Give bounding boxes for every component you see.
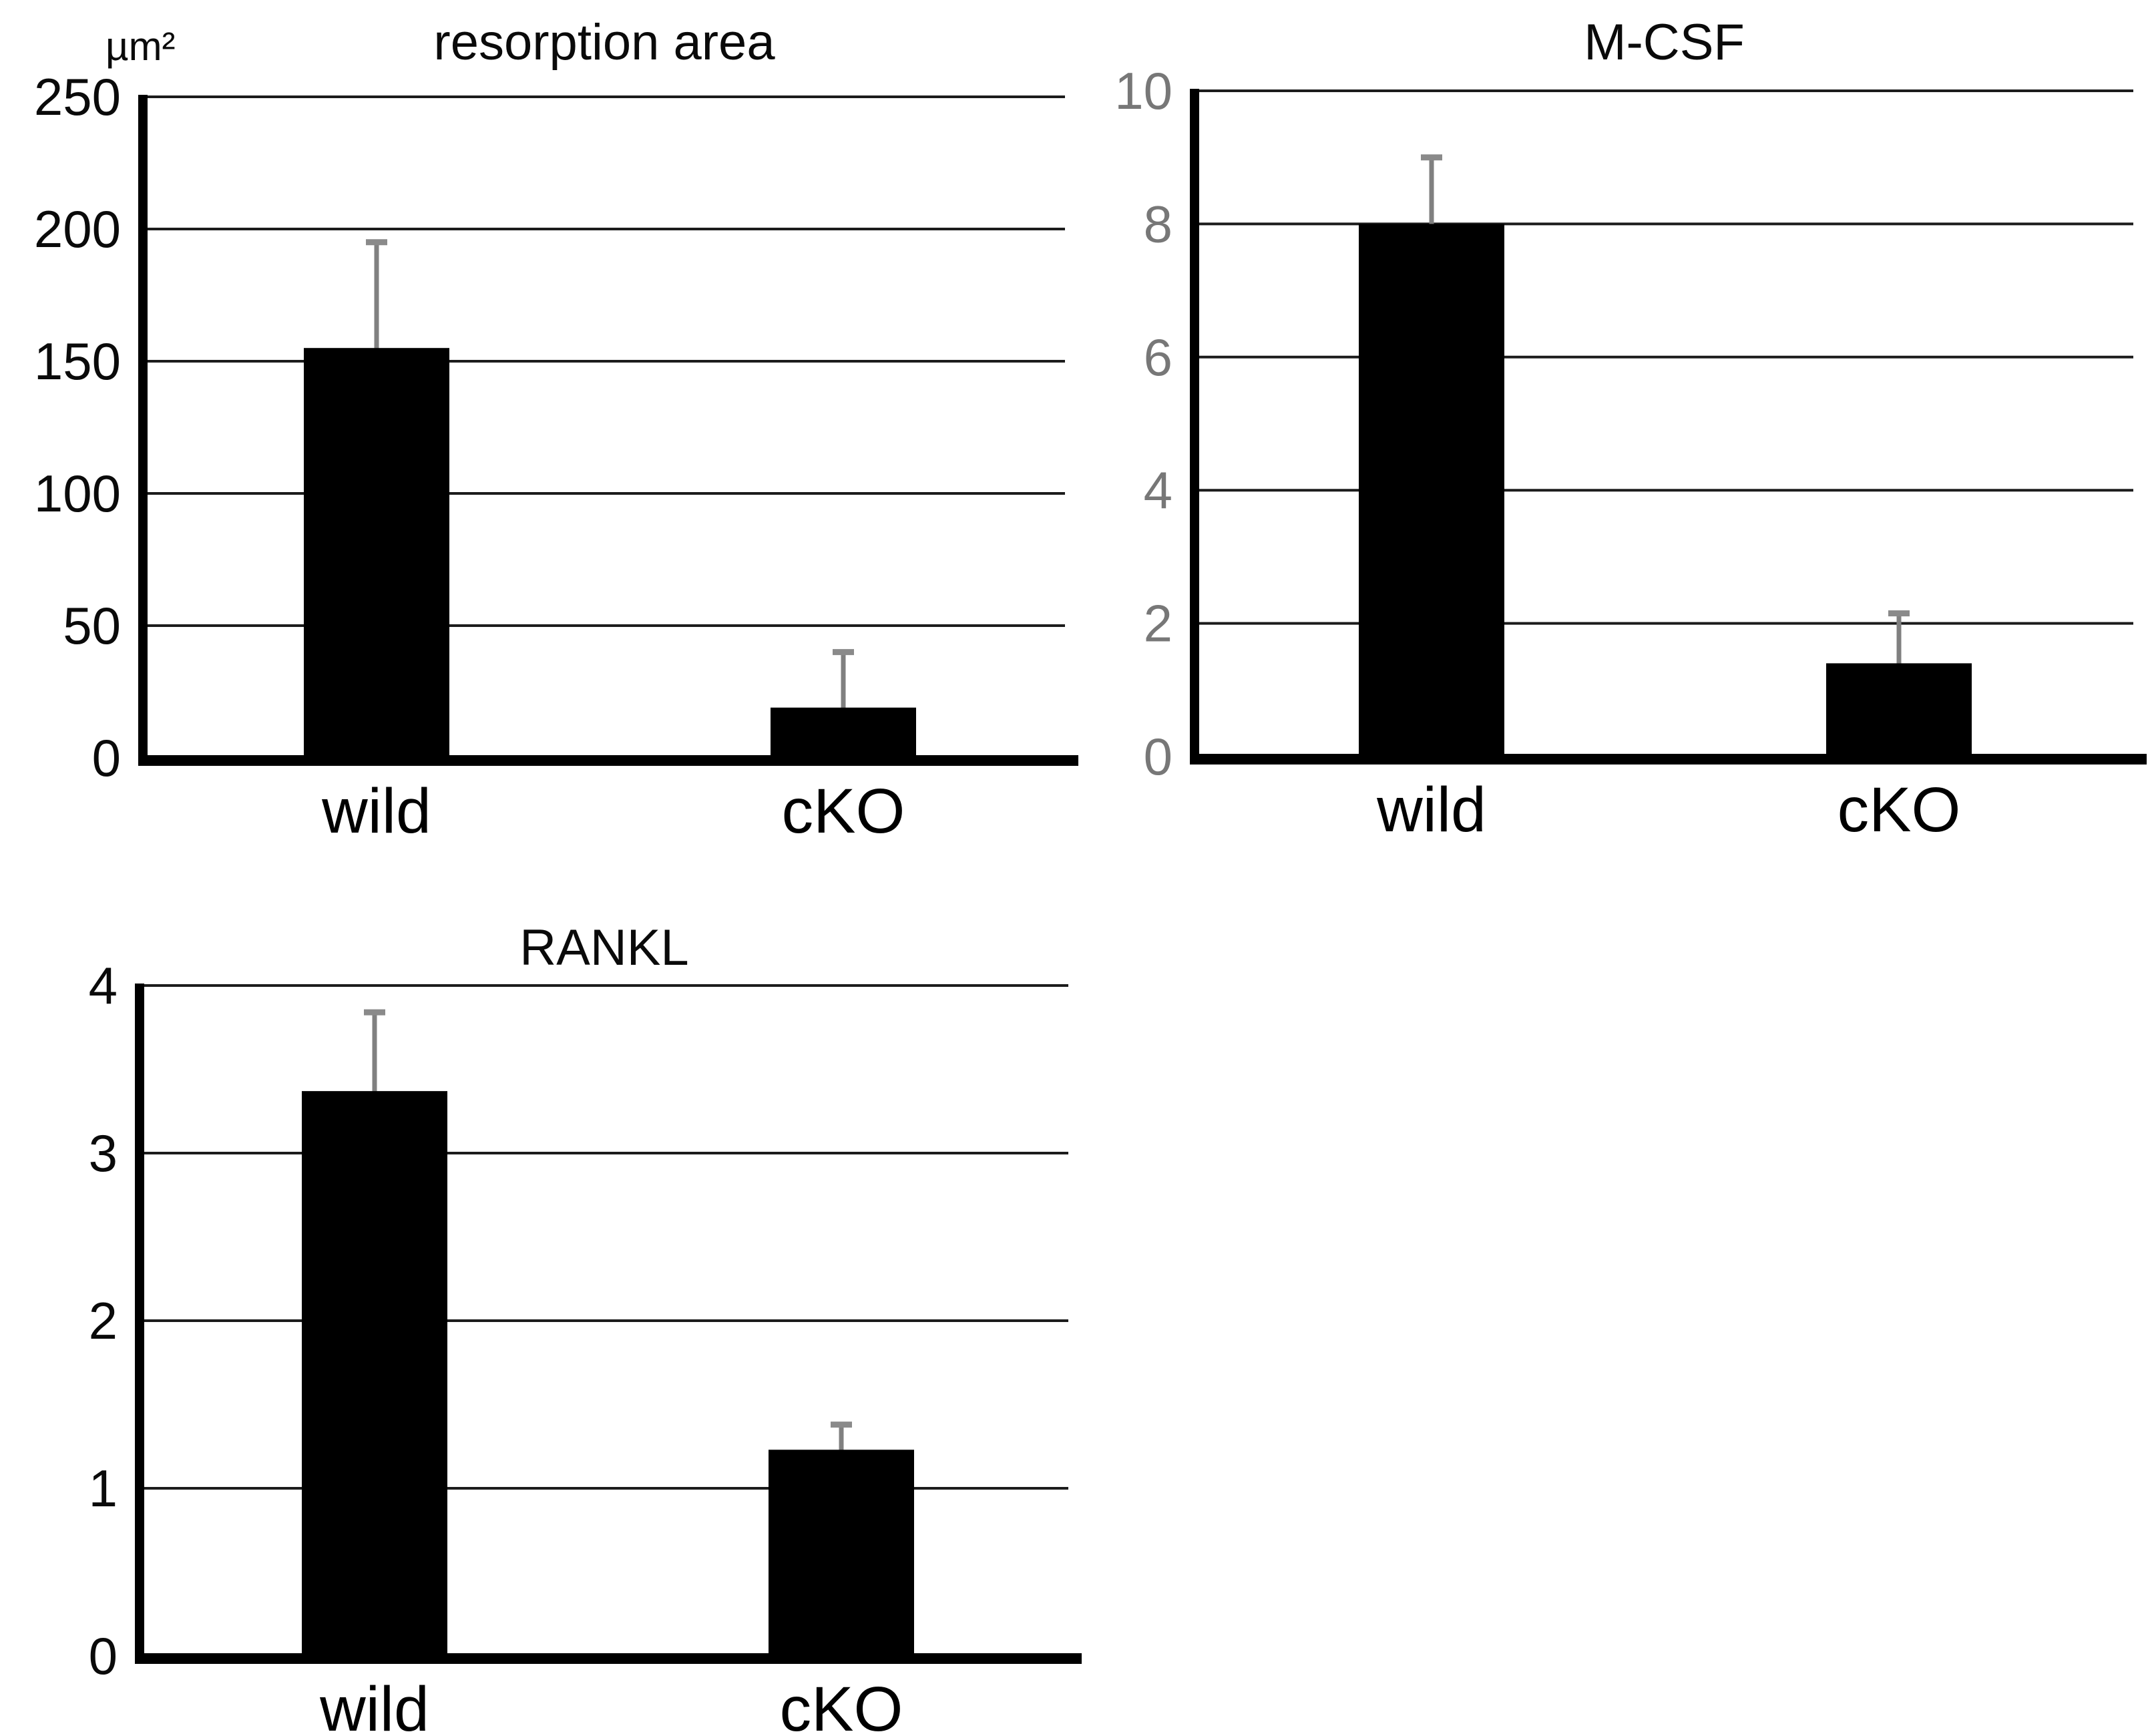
y-axis-line xyxy=(1190,89,1199,765)
x-category-label: wild xyxy=(1376,775,1486,845)
x-category-label: wild xyxy=(321,776,431,847)
chart-title-mcsf: M-CSF xyxy=(1584,14,1745,71)
x-category-label: cKO xyxy=(780,1674,903,1736)
x-category-label: cKO xyxy=(1838,775,1961,845)
y-tick-label: 8 xyxy=(1144,194,1172,253)
bar-cko xyxy=(771,707,916,761)
y-tick-label: 0 xyxy=(89,1626,118,1685)
y-tick-label: 250 xyxy=(34,67,121,126)
y-axis-line xyxy=(138,95,148,766)
bar-wild xyxy=(304,348,449,761)
y-tick-label: 200 xyxy=(34,200,121,258)
y-tick-label: 0 xyxy=(1144,727,1172,786)
bar-cko xyxy=(1826,663,1972,760)
y-tick-label: 1 xyxy=(89,1459,118,1518)
y-tick-label: 100 xyxy=(34,464,121,523)
y-tick-label: 3 xyxy=(89,1124,118,1182)
x-category-label: wild xyxy=(319,1674,429,1736)
chart-title-rankl: RANKL xyxy=(519,919,689,976)
y-tick-label: 10 xyxy=(1114,61,1172,120)
y-tick-label: 0 xyxy=(92,728,121,787)
x-axis-line xyxy=(1190,754,2147,765)
y-tick-label: 150 xyxy=(34,332,121,391)
y-tick-label: 2 xyxy=(1144,594,1172,653)
bar-wild xyxy=(302,1091,447,1659)
bar-wild xyxy=(1359,224,1504,760)
y-tick-label: 4 xyxy=(89,956,118,1015)
x-axis-line xyxy=(135,1653,1082,1664)
y-tick-label: 50 xyxy=(63,596,121,655)
chart-panel-resorption-area: 0 50 100 150 200 250 wild cKO xyxy=(34,67,1078,847)
bar-cko xyxy=(769,1450,914,1659)
y-axis-line xyxy=(135,984,144,1664)
y-axis-unit-label: µm² xyxy=(105,24,176,69)
chart-panel-rankl: 0 1 2 3 4 wild cKO xyxy=(89,956,1082,1736)
y-tick-label: 4 xyxy=(1144,461,1172,519)
chart-panel-m-csf: 0 2 4 6 8 10 wild cKO xyxy=(1114,61,2147,845)
x-category-label: cKO xyxy=(782,776,905,847)
x-axis-line xyxy=(138,755,1078,766)
y-tick-label: 2 xyxy=(89,1291,118,1350)
y-tick-label: 6 xyxy=(1144,328,1172,387)
chart-title-resorption-area: resorption area xyxy=(433,14,775,71)
